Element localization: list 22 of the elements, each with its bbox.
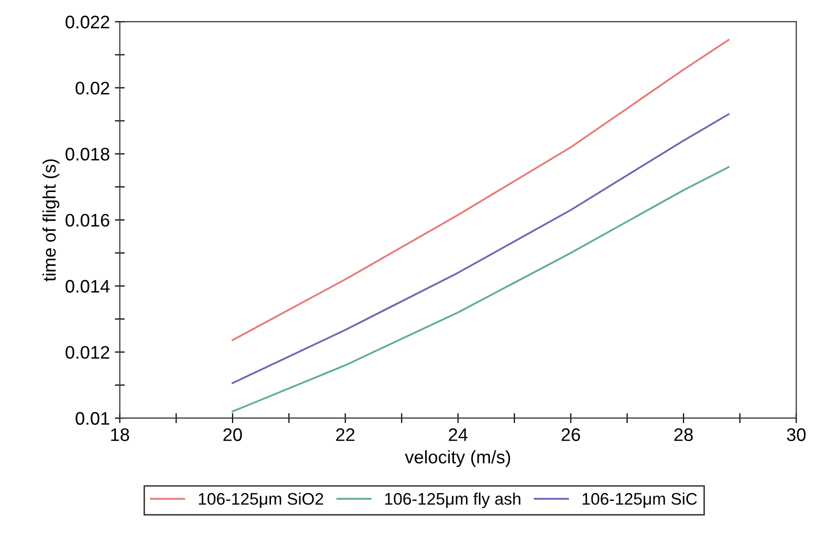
y-tick-label: 0.018 [66, 148, 110, 161]
y-tick-label: 0.02 [76, 82, 110, 95]
y-tick-label: 0.01 [76, 412, 110, 425]
x-tick-label: 30 [786, 428, 806, 442]
line-series [232, 113, 730, 384]
y-tick-label: 0.016 [66, 214, 110, 227]
x-axis-title: velocity (m/s) [404, 450, 510, 468]
x-tick-label: 18 [111, 428, 130, 442]
y-tick-label: 0.014 [66, 280, 110, 293]
y-axis-title: time of flight (s) [42, 159, 60, 282]
x-tick-label: 26 [562, 428, 580, 442]
y-tick-label: 0.012 [66, 346, 110, 359]
line-series [232, 38, 730, 342]
y-tick-label: 0.022 [66, 16, 110, 28]
legend-label: 106-125μm fly ash [385, 492, 520, 508]
line-series [232, 166, 730, 412]
x-tick-label: 28 [674, 428, 693, 442]
x-tick-label: 20 [223, 428, 242, 442]
x-tick-label: 24 [448, 428, 468, 441]
legend-label: 106-125μm SiO2 [198, 492, 324, 508]
x-tick-label: 22 [336, 428, 354, 441]
legend-label: 106-125μm SiC [582, 492, 697, 508]
